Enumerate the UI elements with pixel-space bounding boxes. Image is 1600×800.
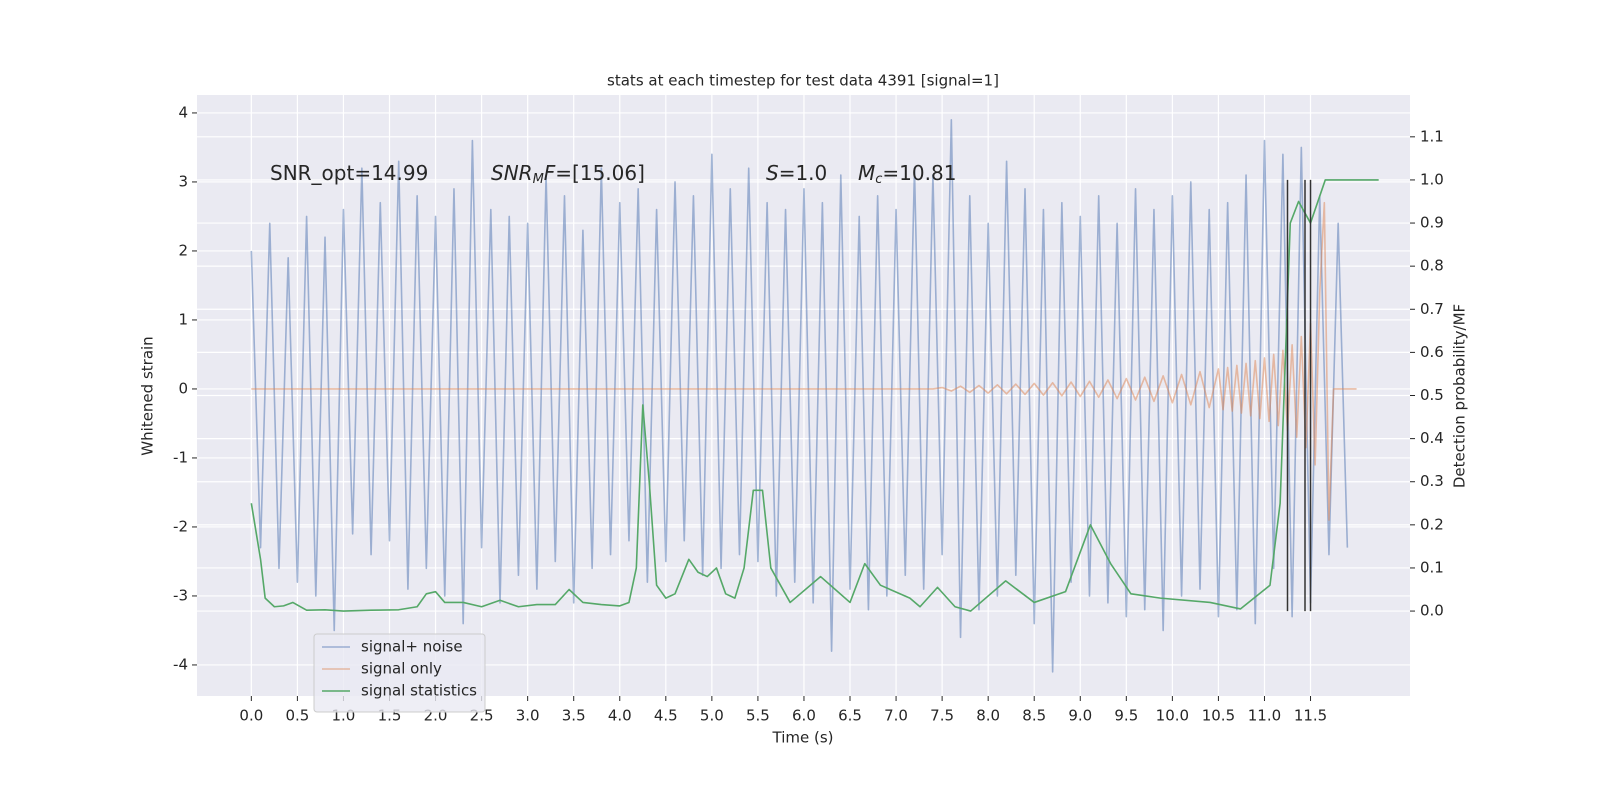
x-tick-label: 4.5 [654, 707, 678, 725]
x-tick-label: 11.5 [1294, 707, 1327, 725]
x-tick-label: 7.0 [884, 707, 908, 725]
x-tick-label: 7.5 [930, 707, 954, 725]
x-tick-label: 3.0 [516, 707, 540, 725]
y-tick-label: 3 [178, 172, 188, 190]
y2-tick-label: 0.9 [1420, 214, 1444, 232]
y2-tick-label: 0.0 [1420, 602, 1444, 620]
annotation-part: F [544, 161, 556, 185]
y2-tick-label: 1.0 [1420, 170, 1444, 188]
y-tick-label: -1 [173, 448, 188, 466]
y-tick-label: -4 [173, 655, 188, 673]
x-tick-label: 4.0 [608, 707, 632, 725]
y-tick-label: 0 [178, 379, 188, 397]
legend-label: signal only [361, 660, 442, 678]
legend: signal+ noise signal only signal statistic… [313, 633, 486, 713]
x-tick-label: 9.0 [1068, 707, 1092, 725]
series-line [251, 201, 1357, 521]
legend-box [313, 633, 486, 713]
annotation: Mc=10.81 [858, 161, 956, 187]
annotation-part: c [875, 172, 882, 187]
annotation-part: SNR_opt=14.99 [270, 161, 428, 185]
annotation-part: SNR [491, 161, 533, 185]
y2-tick-label: 0.4 [1420, 429, 1444, 447]
y2-axis-label: Detection probability/MF [1451, 304, 1469, 488]
series-line [250, 179, 1379, 612]
x-tick-label: 0.0 [239, 707, 263, 725]
series-line [250, 119, 1349, 673]
x-tick-label: 5.0 [700, 707, 724, 725]
annotation: SNR_opt=14.99 [270, 161, 428, 185]
y2-tick-label: 0.1 [1420, 558, 1444, 576]
x-tick-label: 6.0 [792, 707, 816, 725]
legend-label: signal statistics [361, 682, 477, 700]
annotation: SNRMF=[15.06] [491, 161, 645, 187]
annotation: S=1.0 [766, 161, 827, 185]
y-tick-label: 4 [178, 103, 188, 121]
chart-title: stats at each timestep for test data 439… [607, 72, 999, 90]
y2-tick-label: 0.2 [1420, 515, 1444, 533]
annotation-part: M [533, 172, 544, 187]
annotation-part: S [766, 161, 779, 185]
y2-tick-label: 0.3 [1420, 472, 1444, 490]
legend-label: signal+ noise [361, 638, 463, 656]
x-tick-label: 10.5 [1202, 707, 1235, 725]
x-tick-label: 11.0 [1248, 707, 1281, 725]
y2-tick-label: 0.8 [1420, 257, 1444, 275]
x-tick-label: 8.5 [1022, 707, 1046, 725]
x-tick-label: 3.5 [562, 707, 586, 725]
x-axis-label: Time (s) [772, 729, 834, 747]
annotation-part: =10.81 [882, 161, 956, 185]
y2-tick-label: 0.7 [1420, 300, 1444, 318]
x-tick-label: 9.5 [1114, 707, 1138, 725]
x-tick-label: 6.5 [838, 707, 862, 725]
annotation-part: =[15.06] [555, 161, 645, 185]
y2-tick-label: 0.5 [1420, 386, 1444, 404]
y2-tick-label: 0.6 [1420, 343, 1444, 361]
y-axis-label: Whitened strain [139, 336, 157, 455]
x-tick-label: 8.0 [976, 707, 1000, 725]
y-tick-label: 1 [178, 310, 188, 328]
x-tick-label: 10.0 [1156, 707, 1189, 725]
annotation-part: =1.0 [779, 161, 828, 185]
x-tick-label: 5.5 [746, 707, 770, 725]
x-tick-label: 0.5 [285, 707, 309, 725]
y-tick-label: -3 [173, 586, 188, 604]
y-tick-label: 2 [178, 241, 188, 259]
y2-tick-label: 1.1 [1420, 127, 1444, 145]
y-tick-label: -2 [173, 517, 188, 535]
annotation-part: M [858, 161, 875, 185]
